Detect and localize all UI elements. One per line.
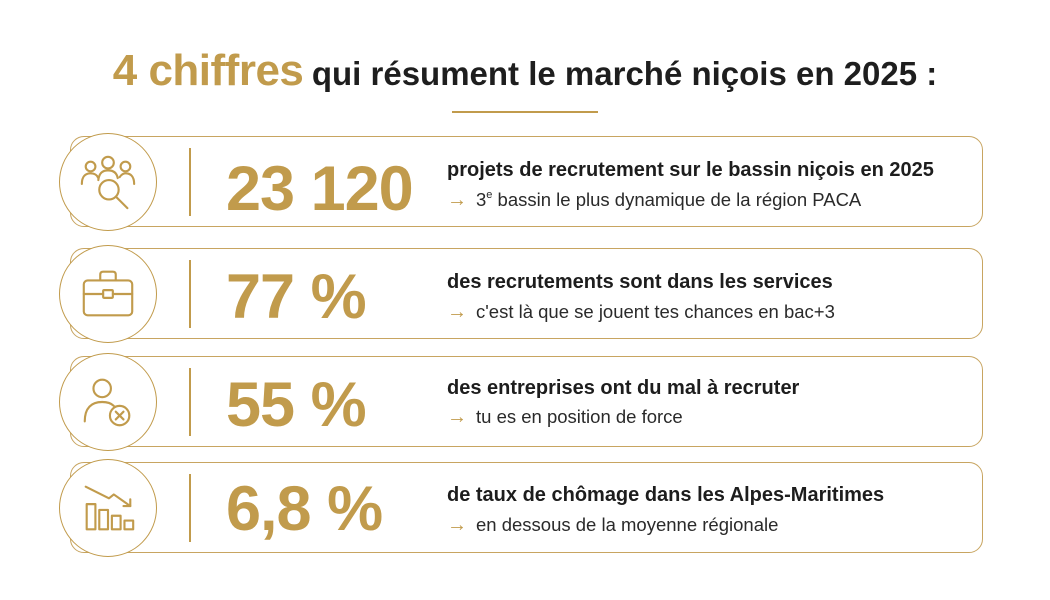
arrow-right-icon: → xyxy=(447,301,467,323)
stat-icon-circle xyxy=(59,133,157,231)
stat-icon-circle xyxy=(59,459,157,557)
stat-subline-text: bassin le plus dynamique de la région PA… xyxy=(492,189,862,210)
title-rest: qui résument le marché niçois en 2025 : xyxy=(311,55,938,92)
stat-value: 55 % xyxy=(226,370,367,440)
user-cross-icon xyxy=(83,378,131,427)
stat-subline: → en dessous de la moyenne régionale xyxy=(447,514,778,537)
stat-subline: → c'est là que se jouent tes chances en b… xyxy=(447,301,835,324)
stat-icon-circle xyxy=(59,245,157,343)
arrow-right-icon: → xyxy=(447,189,467,211)
stat-card-hiring-difficulty xyxy=(70,356,983,447)
card-divider xyxy=(189,148,191,216)
stat-headline: projets de recrutement sur le bassin niç… xyxy=(447,159,934,181)
page-title: 4 chiffres qui résument le marché niçois… xyxy=(0,46,1050,96)
stat-card-recruitment-projects xyxy=(70,136,983,227)
card-divider xyxy=(189,368,191,436)
arrow-right-icon: → xyxy=(447,406,467,428)
title-accent: 4 chiffres xyxy=(112,46,304,95)
stat-card-unemployment-rate xyxy=(70,462,983,553)
stat-headline: de taux de chômage dans les Alpes-Mariti… xyxy=(447,484,885,506)
declining-bar-chart-icon xyxy=(84,485,135,531)
card-divider xyxy=(189,474,191,542)
stat-value: 6,8 % xyxy=(226,474,383,544)
stat-subline-text: en dessous de la moyenne régionale xyxy=(476,514,779,535)
stat-value: 23 120 xyxy=(226,154,414,224)
stat-card-services-share xyxy=(70,248,983,339)
stat-subline-text: tu es en position de force xyxy=(476,406,683,427)
stat-subline: → 3e bassin le plus dynamique de la régio… xyxy=(447,189,861,212)
card-divider xyxy=(189,260,191,328)
people-search-icon xyxy=(80,155,136,210)
stat-subline-text: c'est là que se jouent tes chances en ba… xyxy=(476,301,835,322)
stat-value: 77 % xyxy=(226,262,367,332)
stat-icon-circle xyxy=(59,353,157,451)
stat-headline: des entreprises ont du mal à recruter xyxy=(447,377,800,399)
stat-subline-rank: 3 xyxy=(476,189,487,210)
briefcase-icon xyxy=(82,270,134,317)
stat-subline: → tu es en position de force xyxy=(447,406,683,429)
arrow-right-icon: → xyxy=(447,514,467,536)
stat-headline: des recrutements sont dans les services xyxy=(447,271,833,293)
stat-subline-ordinal: e xyxy=(486,189,493,201)
title-underline xyxy=(452,111,598,113)
